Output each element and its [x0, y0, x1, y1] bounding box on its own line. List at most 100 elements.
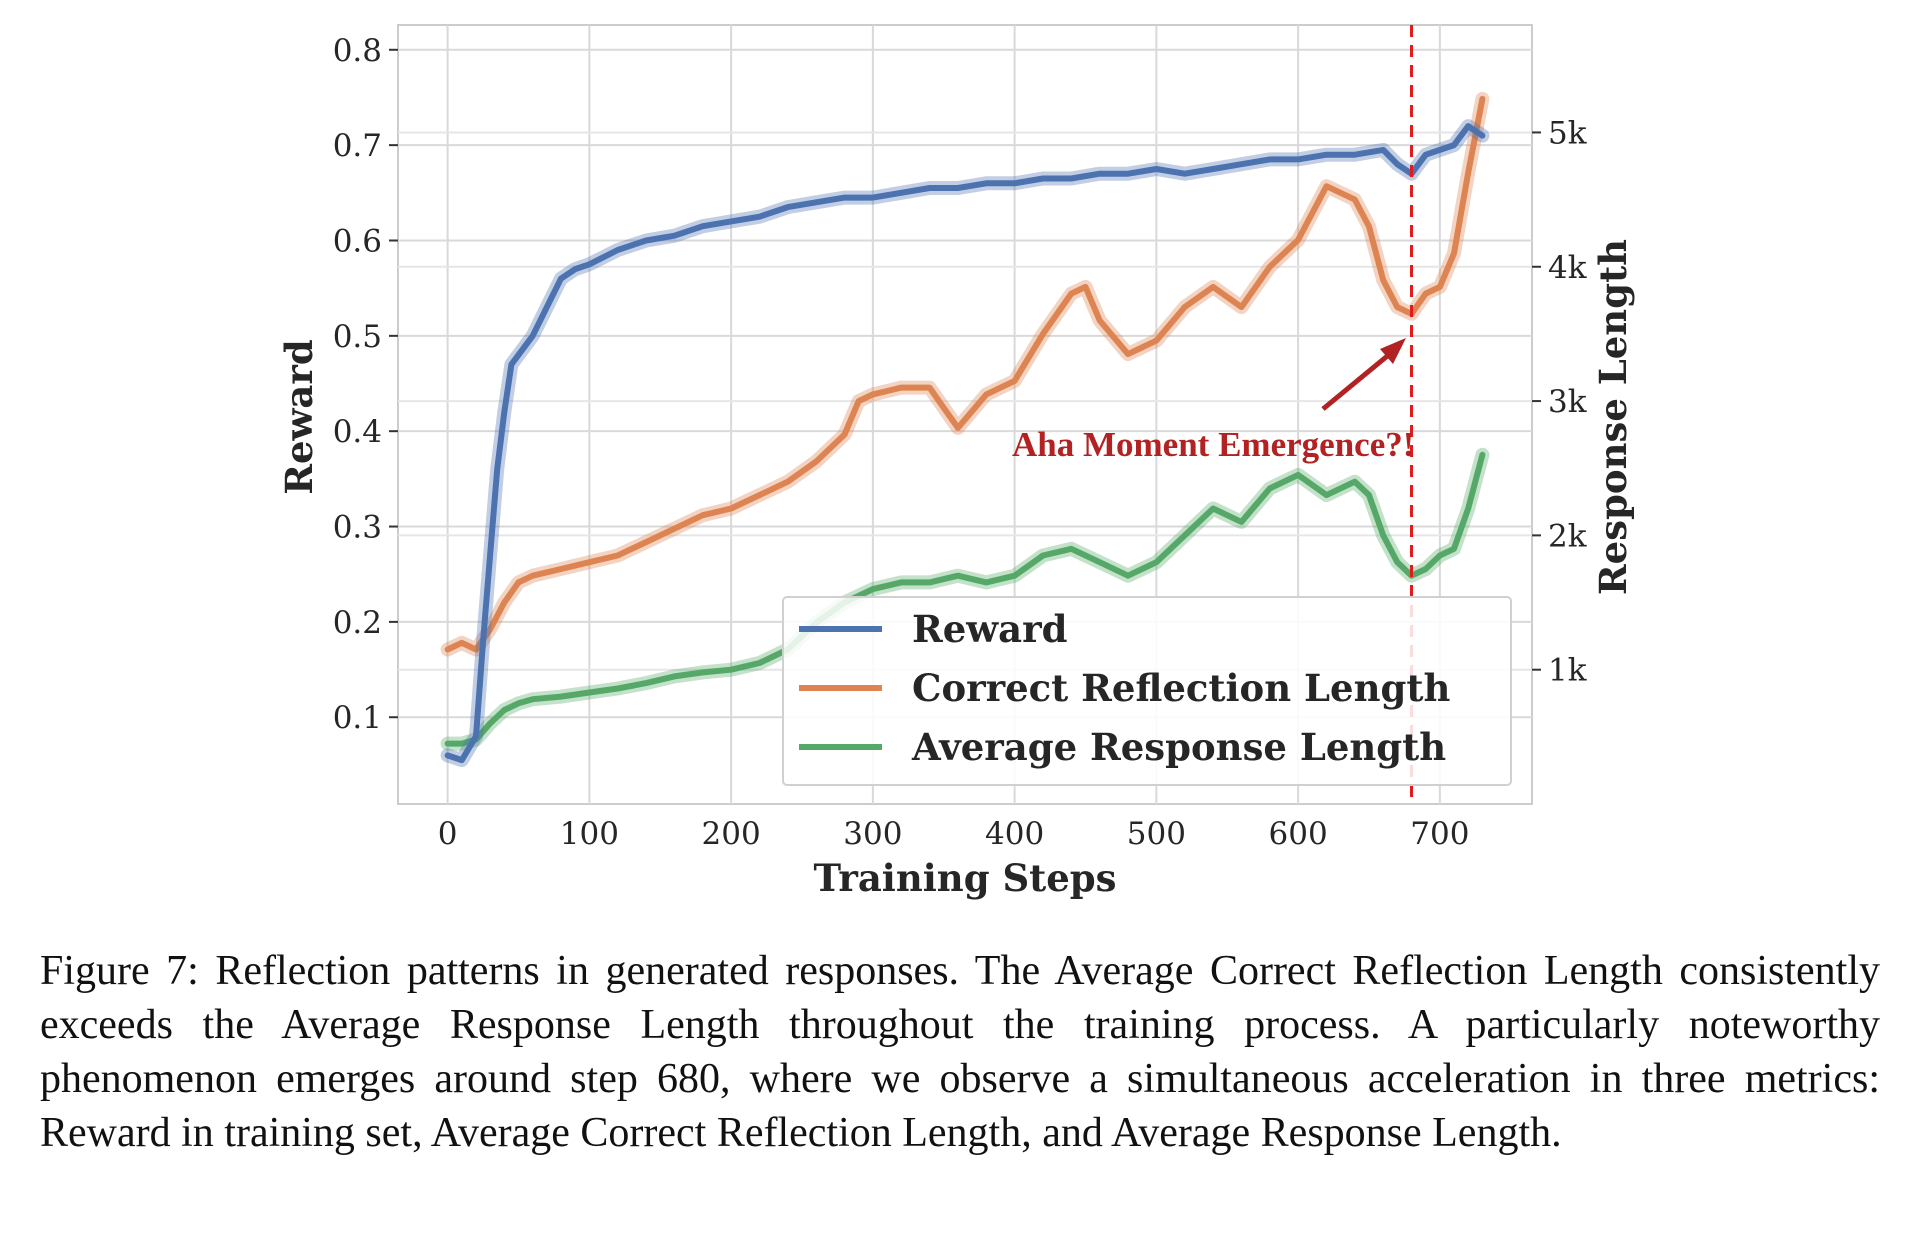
- y-tick-label: 0.5: [333, 319, 382, 355]
- data-point-average-response-length: [1295, 472, 1301, 478]
- data-point-reward: [1068, 176, 1074, 182]
- x-tick-label: 600: [1269, 816, 1328, 852]
- y-tick-label: 0.2: [333, 605, 382, 641]
- data-point-average-response-length: [1437, 553, 1443, 559]
- data-point-reward: [586, 261, 592, 267]
- y2-axis-label: Response Length: [1591, 239, 1635, 595]
- data-point-average-response-length: [898, 579, 904, 585]
- data-point-correct-reflection-length: [1423, 291, 1429, 297]
- data-point-reward: [1125, 171, 1131, 177]
- data-point-average-response-length: [1394, 559, 1400, 565]
- data-point-correct-reflection-length: [615, 553, 621, 559]
- data-point-correct-reflection-length: [813, 459, 819, 465]
- data-point-average-response-length: [1125, 573, 1131, 579]
- y2-tick-label: 4k: [1548, 250, 1587, 286]
- data-point-reward: [445, 752, 451, 758]
- data-point-correct-reflection-length: [842, 432, 848, 438]
- figure-caption: Figure 7: Reflection patterns in generat…: [40, 948, 1880, 1156]
- data-point-average-response-length: [756, 660, 762, 666]
- data-point-reward: [459, 757, 465, 763]
- data-point-reward: [1040, 176, 1046, 182]
- data-point-reward: [615, 247, 621, 253]
- data-point-average-response-length: [1465, 506, 1471, 512]
- data-point-reward: [1437, 147, 1443, 153]
- data-point-average-response-length: [1423, 566, 1429, 572]
- legend: Reward Correct Reflection Length Average…: [782, 596, 1512, 786]
- data-point-correct-reflection-length: [1125, 351, 1131, 357]
- data-point-reward: [1451, 142, 1457, 148]
- x-tick-label: 200: [702, 816, 761, 852]
- data-point-average-response-length: [1479, 452, 1485, 458]
- x-tick-label: 500: [1127, 816, 1186, 852]
- data-point-correct-reflection-length: [927, 385, 933, 391]
- data-point-average-response-length: [671, 673, 677, 679]
- annotation-arrow-head: [1380, 338, 1406, 364]
- x-tick-label: 100: [560, 816, 619, 852]
- data-point-reward: [1394, 161, 1400, 167]
- data-point-reward: [487, 552, 493, 558]
- data-point-reward: [1479, 133, 1485, 139]
- data-point-correct-reflection-length: [728, 506, 734, 512]
- data-point-correct-reflection-length: [941, 405, 947, 411]
- data-point-average-response-length: [643, 680, 649, 686]
- y2-tick-label: 1k: [1548, 653, 1587, 689]
- data-point-average-response-length: [487, 720, 493, 726]
- data-point-average-response-length: [1451, 546, 1457, 552]
- x-ticks: 0 100 200 300 400 500 600 700: [438, 816, 1470, 852]
- y-tick-label: 0.8: [333, 33, 382, 69]
- data-point-correct-reflection-length: [1153, 338, 1159, 344]
- y2-tick-label: 3k: [1548, 384, 1587, 420]
- data-point-average-response-length: [1182, 532, 1188, 538]
- data-point-average-response-length: [515, 700, 521, 706]
- data-point-reward: [700, 223, 706, 229]
- data-point-reward: [508, 361, 514, 367]
- data-point-correct-reflection-length: [1238, 304, 1244, 310]
- data-point-average-response-length: [983, 579, 989, 585]
- y-tick-label: 0.4: [333, 414, 382, 450]
- y-tick-label: 0.3: [333, 510, 382, 546]
- data-point-correct-reflection-length: [1394, 304, 1400, 310]
- series-layer: [440, 91, 1490, 768]
- data-point-correct-reflection-length: [1082, 284, 1088, 290]
- y2-tick-label: 5k: [1548, 115, 1587, 151]
- data-point-correct-reflection-length: [558, 566, 564, 572]
- data-point-correct-reflection-length: [501, 600, 507, 606]
- data-point-reward: [785, 204, 791, 210]
- data-point-average-response-length: [955, 573, 961, 579]
- data-point-average-response-length: [586, 690, 592, 696]
- data-point-reward: [1182, 171, 1188, 177]
- data-point-correct-reflection-length: [586, 559, 592, 565]
- data-point-correct-reflection-length: [1323, 183, 1329, 189]
- data-point-correct-reflection-length: [1012, 378, 1018, 384]
- data-point-average-response-length: [501, 707, 507, 713]
- data-point-average-response-length: [445, 741, 451, 747]
- x-tick-label: 400: [985, 816, 1044, 852]
- data-point-reward: [842, 195, 848, 201]
- data-point-average-response-length: [1210, 506, 1216, 512]
- data-point-correct-reflection-length: [700, 512, 706, 518]
- data-point-reward: [1238, 161, 1244, 167]
- data-point-reward: [1423, 152, 1429, 158]
- data-point-average-response-length: [870, 586, 876, 592]
- data-point-average-response-length: [1153, 559, 1159, 565]
- data-point-correct-reflection-length: [445, 647, 451, 653]
- y-tick-label: 0.6: [333, 223, 382, 259]
- data-point-average-response-length: [700, 669, 706, 675]
- data-point-reward: [494, 466, 500, 472]
- data-point-reward: [515, 352, 521, 358]
- data-point-reward: [927, 185, 933, 191]
- data-point-average-response-length: [615, 685, 621, 691]
- data-point-correct-reflection-length: [643, 539, 649, 545]
- data-point-reward: [1352, 152, 1358, 158]
- x-axis-label: Training Steps: [813, 856, 1116, 900]
- data-point-reward: [473, 733, 479, 739]
- data-point-average-response-length: [1068, 546, 1074, 552]
- data-point-reward: [480, 638, 486, 644]
- data-point-correct-reflection-length: [1437, 284, 1443, 290]
- legend-label-average-response-length: Average Response Length: [911, 725, 1446, 769]
- data-point-correct-reflection-length: [856, 398, 862, 404]
- data-point-average-response-length: [1012, 573, 1018, 579]
- data-point-correct-reflection-length: [983, 391, 989, 397]
- data-point-reward: [756, 214, 762, 220]
- data-point-average-response-length: [1366, 492, 1372, 498]
